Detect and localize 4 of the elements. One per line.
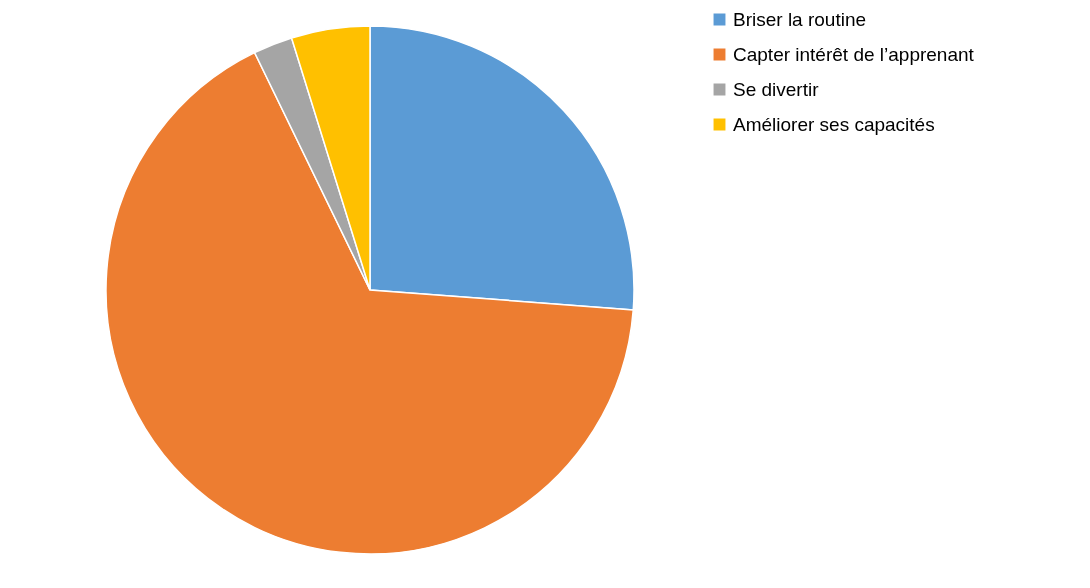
legend-label: Améliorer ses capacités xyxy=(733,113,935,135)
legend-label: Capter intérêt de l’apprenant xyxy=(733,43,975,65)
legend-label: Se divertir xyxy=(733,78,820,100)
legend-label: Briser la routine xyxy=(733,8,867,30)
